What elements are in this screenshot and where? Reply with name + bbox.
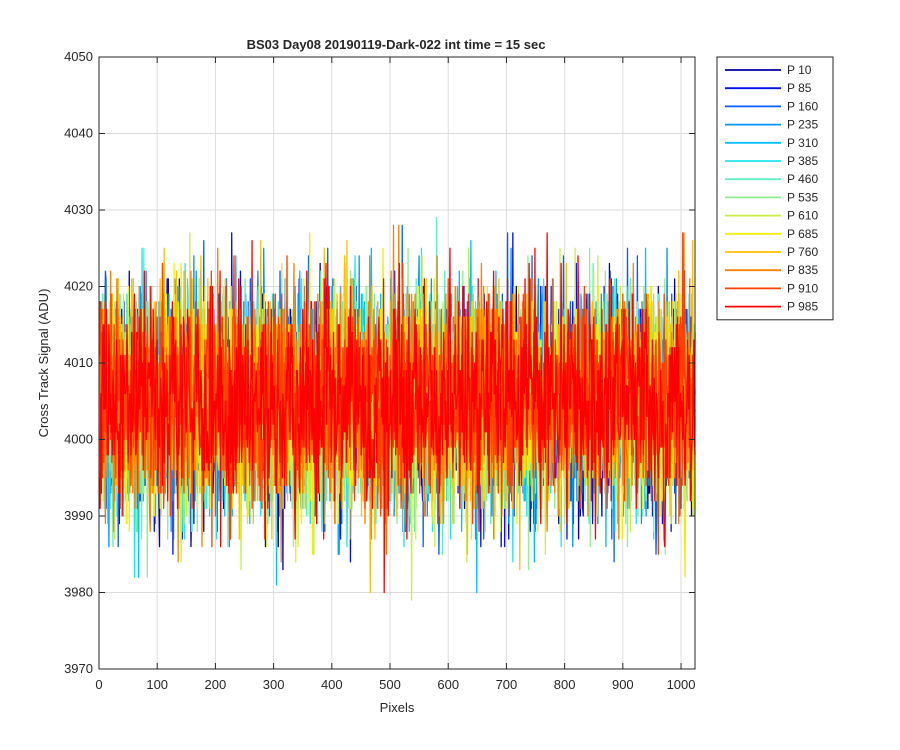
x-tick-label: 1000 [667,677,696,692]
y-tick-label: 3970 [64,661,93,676]
legend-label: P 685 [787,227,818,241]
x-tick-label: 0 [95,677,102,692]
x-tick-label: 100 [146,677,168,692]
y-tick-label: 4010 [64,355,93,370]
y-tick-label: 4040 [64,126,93,141]
chart-title: BS03 Day08 20190119-Dark-022 int time = … [247,37,546,52]
legend-label: P 10 [787,63,812,77]
y-tick-label: 4030 [64,202,93,217]
legend-label: P 910 [787,281,818,295]
legend-label: P 160 [787,99,818,113]
x-tick-label: 400 [321,677,343,692]
y-tick-label: 3980 [64,585,93,600]
legend-label: P 610 [787,209,818,223]
x-tick-label: 500 [379,677,401,692]
x-tick-label: 300 [263,677,285,692]
series-line [98,232,696,594]
legend-label: P 310 [787,136,818,150]
series-layer [98,216,696,601]
y-tick-label: 4000 [64,432,93,447]
legend-label: P 835 [787,263,818,277]
legend-label: P 235 [787,118,818,132]
x-axis-label: Pixels [380,700,415,715]
legend-label: P 535 [787,190,818,204]
legend-label: P 760 [787,245,818,259]
x-tick-label: 600 [437,677,459,692]
y-axis-label: Cross Track Signal (ADU) [36,289,51,438]
legend-label: P 385 [787,154,818,168]
legend-label: P 460 [787,172,818,186]
y-tick-label: 3990 [64,508,93,523]
legend: P 10 P 85 P 160 P 235 P 310 P 385 P 460 P 535 P … [716,56,834,321]
y-tick-label: 4050 [64,49,93,64]
legend-label: P 85 [787,81,812,95]
y-tick-label: 4020 [64,279,93,294]
ticks: 0 100 200 300 400 500 600 700 800 900 1000 3970 3980… [64,49,695,692]
x-tick-label: 900 [612,677,634,692]
x-tick-label: 700 [496,677,518,692]
x-tick-label: 200 [205,677,227,692]
legend-box [716,56,834,321]
legend-label: P 985 [787,300,818,314]
x-tick-label: 800 [554,677,576,692]
